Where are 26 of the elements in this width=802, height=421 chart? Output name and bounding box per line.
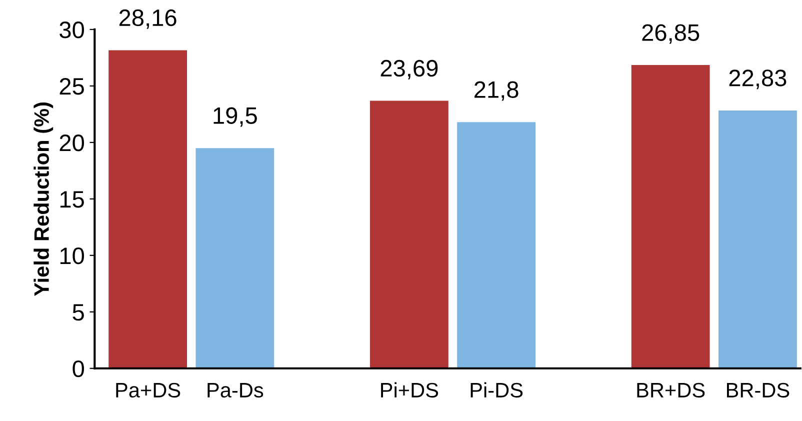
y-tick-label: 5 (72, 304, 84, 321)
data-label: 22,83 (729, 70, 786, 90)
bar (457, 122, 536, 368)
y-tick-label: 15 (60, 191, 84, 208)
data-label: 23,69 (380, 60, 438, 80)
data-label: 28,16 (119, 9, 176, 29)
y-tick-label: 0 (72, 360, 84, 378)
bar (631, 65, 710, 368)
x-tick-label: BR-DS (727, 382, 790, 398)
y-tick-label: 20 (60, 134, 84, 152)
y-tick-label: 25 (60, 78, 84, 95)
x-tick-label: Pi-DS (470, 382, 523, 398)
bar (196, 148, 274, 368)
x-tick-label: Pi+DS (381, 382, 438, 398)
bar (108, 50, 187, 368)
y-axis-title: Yield Reduction (%) (34, 102, 54, 296)
data-label: 21,8 (474, 81, 518, 101)
bar (718, 110, 797, 368)
data-label: 19,5 (214, 107, 257, 127)
data-label: 26,85 (642, 24, 700, 44)
x-tick-label: Pa-Ds (208, 383, 264, 398)
y-tick-label: 10 (60, 247, 84, 264)
x-tick-label: BR+DS (637, 382, 705, 398)
bar (370, 100, 448, 368)
x-tick-label: Pa+DS (116, 382, 180, 398)
y-tick-label: 30 (60, 22, 84, 38)
